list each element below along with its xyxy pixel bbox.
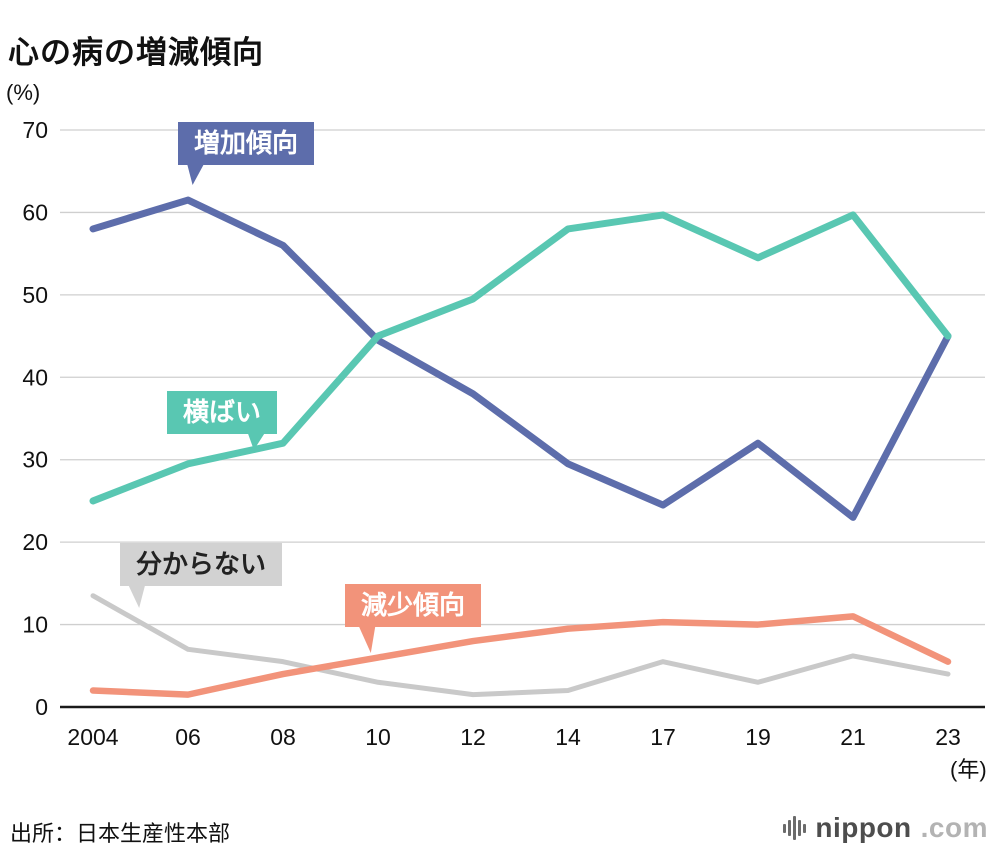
y-tick-label: 50 [22, 282, 48, 308]
x-tick-label: 10 [365, 724, 391, 750]
y-tick-label: 20 [22, 529, 48, 555]
x-tick-label: 14 [555, 724, 581, 750]
y-tick-label: 10 [22, 612, 48, 638]
source-note: 出所：日本生産性本部 [10, 821, 231, 846]
series-line [89, 211, 952, 505]
series-label-decrease: 減少傾向 [345, 584, 482, 627]
logo-tld: .com [920, 812, 988, 843]
logo-name: nippon [815, 812, 912, 843]
soundwave-bars-icon [783, 815, 807, 841]
x-axis-unit-label: (年) [950, 757, 987, 782]
series-label-flat: 横ばい [167, 391, 278, 434]
series-line [90, 593, 951, 698]
x-tick-label: 06 [175, 724, 201, 750]
series-label-unknown: 分からない [120, 543, 283, 586]
series-line [89, 196, 952, 521]
x-tick-label: 19 [745, 724, 771, 750]
x-tick-label: 08 [270, 724, 296, 750]
x-tick-label: 2004 [67, 724, 118, 750]
y-axis-unit-label: (%) [6, 80, 41, 105]
series-label-increase: 増加傾向 [178, 122, 315, 165]
x-tick-label: 17 [650, 724, 676, 750]
y-tick-label: 40 [22, 364, 48, 390]
y-tick-label: 30 [22, 447, 48, 473]
x-tick-label: 21 [840, 724, 866, 750]
y-tick-label: 0 [35, 694, 48, 720]
y-tick-label: 60 [22, 199, 48, 225]
x-tick-label: 23 [935, 724, 961, 750]
nippon-logo: nippon .com [783, 812, 988, 844]
series-line [89, 613, 952, 698]
y-tick-label: 70 [22, 117, 48, 143]
x-tick-label: 12 [460, 724, 486, 750]
chart-title: 心の病の増減傾向 [8, 34, 264, 70]
line-chart: 0 10 20 30 40 50 60 70 2004 06 08 10 12 14 17 19 21 23 [22, 117, 985, 750]
